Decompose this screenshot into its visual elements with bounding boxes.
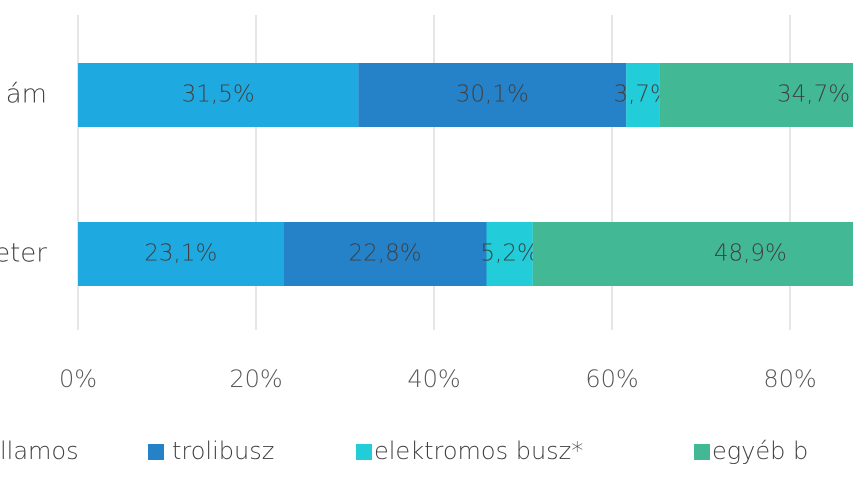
legend-label: trolibusz [172,437,274,465]
category-label: eter [0,239,47,269]
legend-label: llamos [0,437,79,465]
bar-segment [532,222,853,286]
legend-swatch [694,444,710,460]
value-label: 48,9% [714,241,787,267]
bar-segment [659,63,853,127]
x-tick-label: 60% [585,365,638,393]
bar-segment [283,222,487,286]
legend-swatch [356,444,372,460]
value-label: 22,8% [349,241,422,267]
x-tick-label: 80% [763,365,816,393]
bar-segment [358,63,627,127]
value-label: 23,1% [144,241,217,267]
bar-segment [626,63,660,127]
value-label: 30,1% [456,82,529,108]
x-tick-label: 0% [59,365,97,393]
legend-swatch [148,444,164,460]
legend-label: elektromos busz* [374,437,583,465]
category-label: ám [6,80,47,110]
x-tick-label: 20% [229,365,282,393]
legend-label: egyéb b [712,437,808,465]
value-label: 31,5% [182,82,255,108]
value-label: 5,2% [480,241,538,267]
bar-segment [78,63,359,127]
x-tick-label: 40% [407,365,460,393]
bar-segment [78,222,284,286]
bar-segment [486,222,533,286]
value-label: 34,7% [777,82,850,108]
